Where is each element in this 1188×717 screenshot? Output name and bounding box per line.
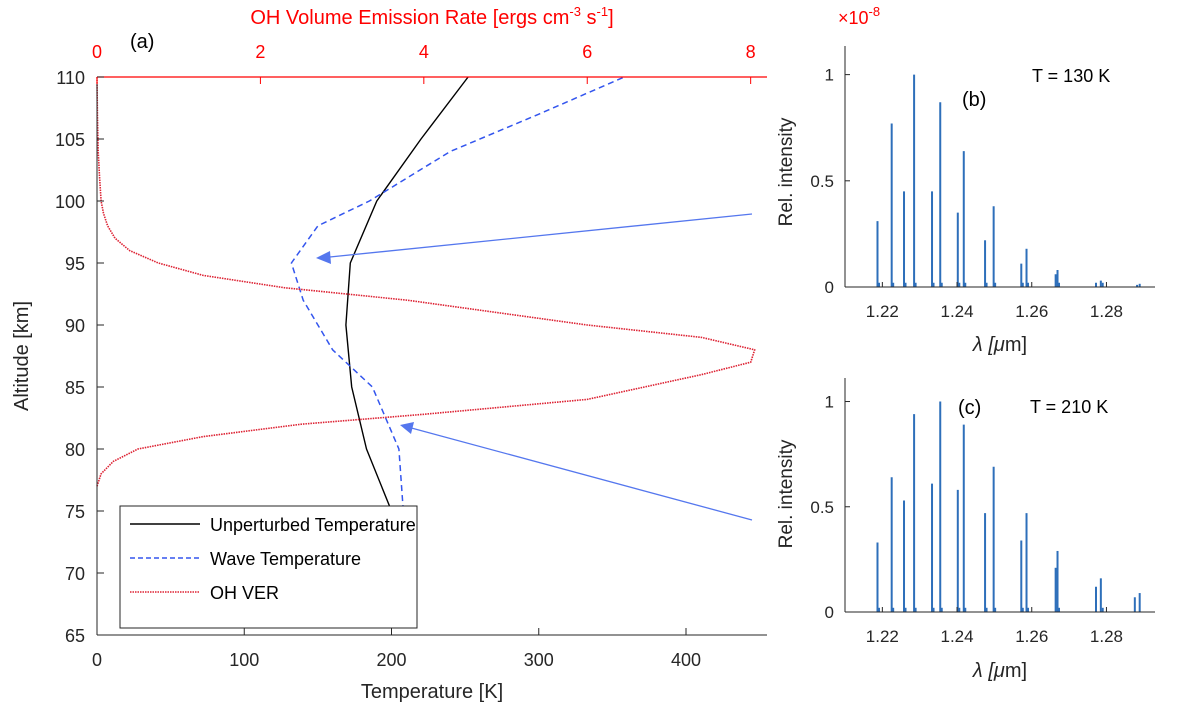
y-tick-label: 105 (55, 130, 85, 150)
panel-c-label: (c) (958, 397, 981, 419)
x-tick-label: 1.28 (1090, 302, 1123, 321)
panel-b-x-title: λ [μm] (972, 334, 1027, 356)
panel-c-ticks: 1.22 1.24 1.26 1.28 0 0.5 1 (810, 393, 1123, 646)
x-tick-label: 100 (229, 650, 259, 670)
top-tick-label: 8 (746, 42, 756, 62)
legend-label-wave: Wave Temperature (210, 549, 361, 569)
top-ticks: 0 2 4 6 8 (92, 42, 756, 84)
y-tick-label: 0 (825, 603, 834, 622)
unperturbed-temperature-curve (345, 76, 469, 512)
y-tick-label: 70 (65, 564, 85, 584)
y-tick-label: 1 (825, 393, 834, 412)
top-tick-label: 4 (419, 42, 429, 62)
panel-b-spectral-lines (876, 74, 1141, 287)
arrow-head-to-panel-b (316, 251, 331, 264)
panel-b: 1.22 1.24 1.26 1.28 0 0.5 1 ×10-8 (b) T = 130 … (776, 4, 1155, 356)
wave-temperature-curve (290, 76, 625, 512)
top-tick-label: 6 (582, 42, 592, 62)
y-axis-title: Altitude [km] (11, 301, 33, 411)
y-tick-label: 90 (65, 316, 85, 336)
panel-c-y-title: Rel. intensity (776, 439, 797, 548)
x-axis-title: Temperature [K] (361, 681, 503, 703)
x-tick-label: 1.24 (941, 302, 974, 321)
legend-label-unperturbed: Unperturbed Temperature (210, 515, 416, 535)
panel-b-temperature: T = 130 K (1032, 66, 1110, 86)
y-tick-label: 75 (65, 502, 85, 522)
panel-a-curves (96, 76, 756, 512)
top-tick-label: 2 (255, 42, 265, 62)
panel-b-y-title: Rel. intensity (776, 117, 797, 226)
legend-box (119, 505, 418, 629)
panel-b-ticks: 1.22 1.24 1.26 1.28 0 0.5 1 (810, 66, 1123, 321)
x-tick-label: 1.22 (866, 627, 899, 646)
x-tick-label: 1.28 (1090, 627, 1123, 646)
x-tick-label: 1.22 (866, 302, 899, 321)
y-tick-label: 80 (65, 440, 85, 460)
panel-a-axes (96, 76, 767, 636)
y-tick-label: 100 (55, 192, 85, 212)
x-tick-label: 1.24 (941, 627, 974, 646)
top-tick-label: 0 (92, 42, 102, 62)
x-tick-label: 0 (92, 650, 102, 670)
panel-a: 0 100 200 300 400 65 70 75 80 85 90 95 100 105 110 0 2… (11, 4, 767, 703)
x-tick-label: 400 (671, 650, 701, 670)
x-tick-label: 1.26 (1015, 302, 1048, 321)
left-ticks: 65 70 75 80 85 90 95 100 105 110 (55, 68, 104, 646)
y-tick-label: 0.5 (810, 498, 834, 517)
oh-ver-curve (96, 76, 756, 487)
panel-c: 1.22 1.24 1.26 1.28 0 0.5 1 (c) T = 210 K λ [μ… (776, 378, 1155, 682)
y-tick-label: 110 (56, 68, 85, 88)
y-tick-label: 95 (65, 254, 85, 274)
y-tick-label: 65 (65, 626, 85, 646)
x-tick-label: 200 (376, 650, 406, 670)
y-tick-label: 1 (825, 66, 834, 85)
panel-a-arrows (316, 213, 753, 521)
arrow-head-to-panel-c (400, 422, 414, 434)
legend: Unperturbed Temperature Wave Temperature… (119, 505, 418, 629)
legend-label-oh: OH VER (210, 583, 279, 603)
panel-a-label: (a) (130, 31, 154, 53)
top-axis-title: OH Volume Emission Rate [ergs cm-3 s-1] (250, 4, 613, 29)
panel-c-x-title: λ [μm] (972, 660, 1027, 682)
panel-b-label: (b) (962, 89, 986, 111)
arrow-to-panel-c (403, 425, 753, 521)
panel-b-exponent: ×10-8 (838, 4, 880, 28)
bottom-ticks: 0 100 200 300 400 (92, 628, 701, 670)
y-tick-label: 0.5 (810, 172, 834, 191)
x-tick-label: 1.26 (1015, 627, 1048, 646)
x-tick-label: 300 (524, 650, 554, 670)
arrow-to-panel-b (319, 213, 753, 259)
y-tick-label: 0 (825, 278, 834, 297)
panel-c-temperature: T = 210 K (1030, 397, 1108, 417)
panel-c-spectral-lines (876, 401, 1141, 612)
y-tick-label: 85 (65, 378, 85, 398)
